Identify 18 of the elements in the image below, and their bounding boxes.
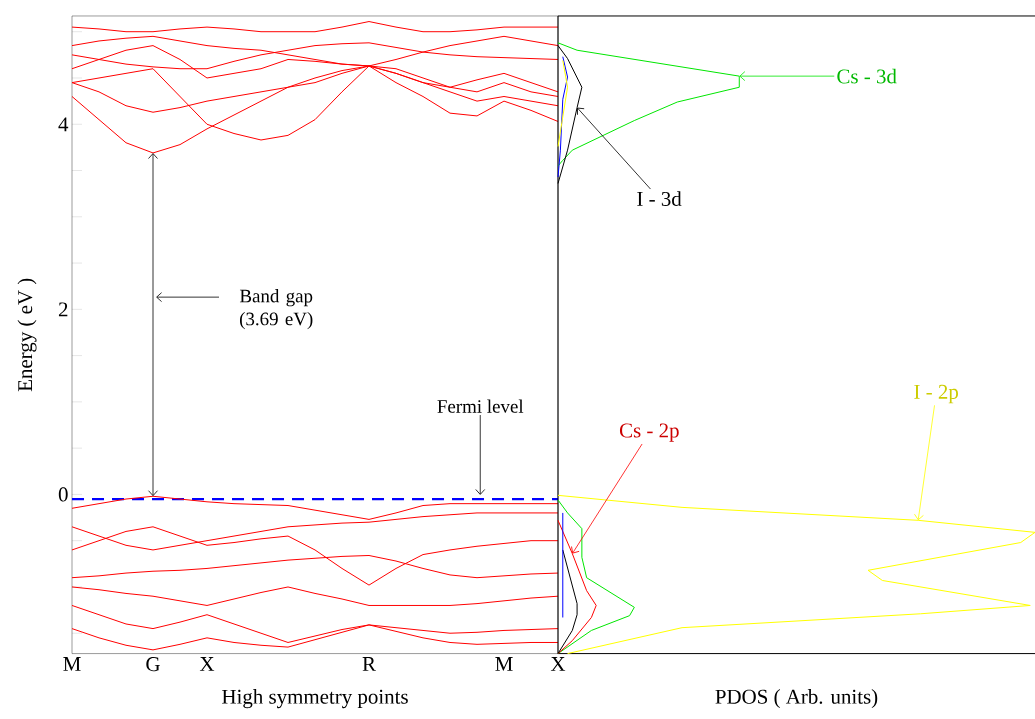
x-tick-label: X — [199, 657, 215, 671]
x-axis-title: High symmetry points — [222, 689, 408, 709]
x-tick-label: M — [63, 657, 81, 671]
text: Cs - 2p — [619, 423, 679, 442]
y-tick-label: 0 — [58, 487, 68, 502]
text: I - 3d — [637, 191, 682, 206]
y-tick-label: 4 — [58, 117, 69, 132]
text: I - 2p — [914, 384, 958, 404]
x-tick-label: M — [495, 657, 513, 671]
annotation: Fermi level — [437, 399, 524, 413]
legend-label: Cs - 3d — [837, 68, 897, 84]
annotation: Band gap (3.69 eV) — [239, 289, 313, 330]
y-tick-label: 2 — [58, 302, 68, 317]
x-tick-label: R — [362, 657, 376, 671]
x-tick-label: G — [146, 657, 160, 672]
y-axis-title: Energy ( eV ) — [17, 278, 37, 392]
x-axis-title: PDOS ( Arb. units) — [715, 689, 878, 709]
x-tick-label: X — [550, 657, 566, 671]
